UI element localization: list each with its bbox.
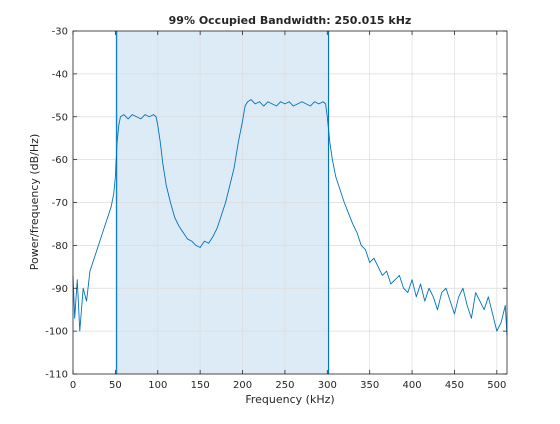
x-tick-label: 250 (275, 380, 294, 391)
y-tick-label: -110 (45, 370, 68, 381)
y-tick-label: -100 (45, 327, 68, 338)
x-tick-label: 200 (233, 380, 252, 391)
y-axis-label: Power/frequency (dB/Hz) (28, 134, 41, 271)
x-tick-label: 0 (70, 380, 76, 391)
x-tick-label: 350 (360, 380, 379, 391)
axes-layer (72, 30, 508, 375)
x-tick-label: 150 (191, 380, 210, 391)
x-tick-label: 500 (487, 380, 506, 391)
chart-title: 99% Occupied Bandwidth: 250.015 kHz (169, 14, 412, 27)
x-tick-label: 300 (318, 380, 337, 391)
x-tick-label: 450 (445, 380, 464, 391)
x-tick-label: 50 (109, 380, 122, 391)
y-tick-label: -50 (52, 112, 68, 123)
y-tick-label: -80 (52, 241, 68, 252)
y-tick-labels: -110 -100 -90 -80 -70 -60 -50 -40 -30 (45, 27, 68, 381)
y-tick-label: -60 (52, 155, 68, 166)
y-tick-label: -70 (52, 198, 68, 209)
x-axis-label: Frequency (kHz) (245, 393, 334, 406)
x-tick-label: 400 (403, 380, 422, 391)
x-tick-labels: 0 50 100 150 200 250 300 350 400 450 500 (70, 380, 507, 391)
y-tick-label: -90 (52, 284, 68, 295)
y-tick-label: -40 (52, 69, 68, 80)
x-tick-label: 100 (148, 380, 167, 391)
psd-series-line (72, 99, 508, 336)
series-layer (72, 31, 508, 374)
y-tick-label: -30 (52, 27, 68, 38)
